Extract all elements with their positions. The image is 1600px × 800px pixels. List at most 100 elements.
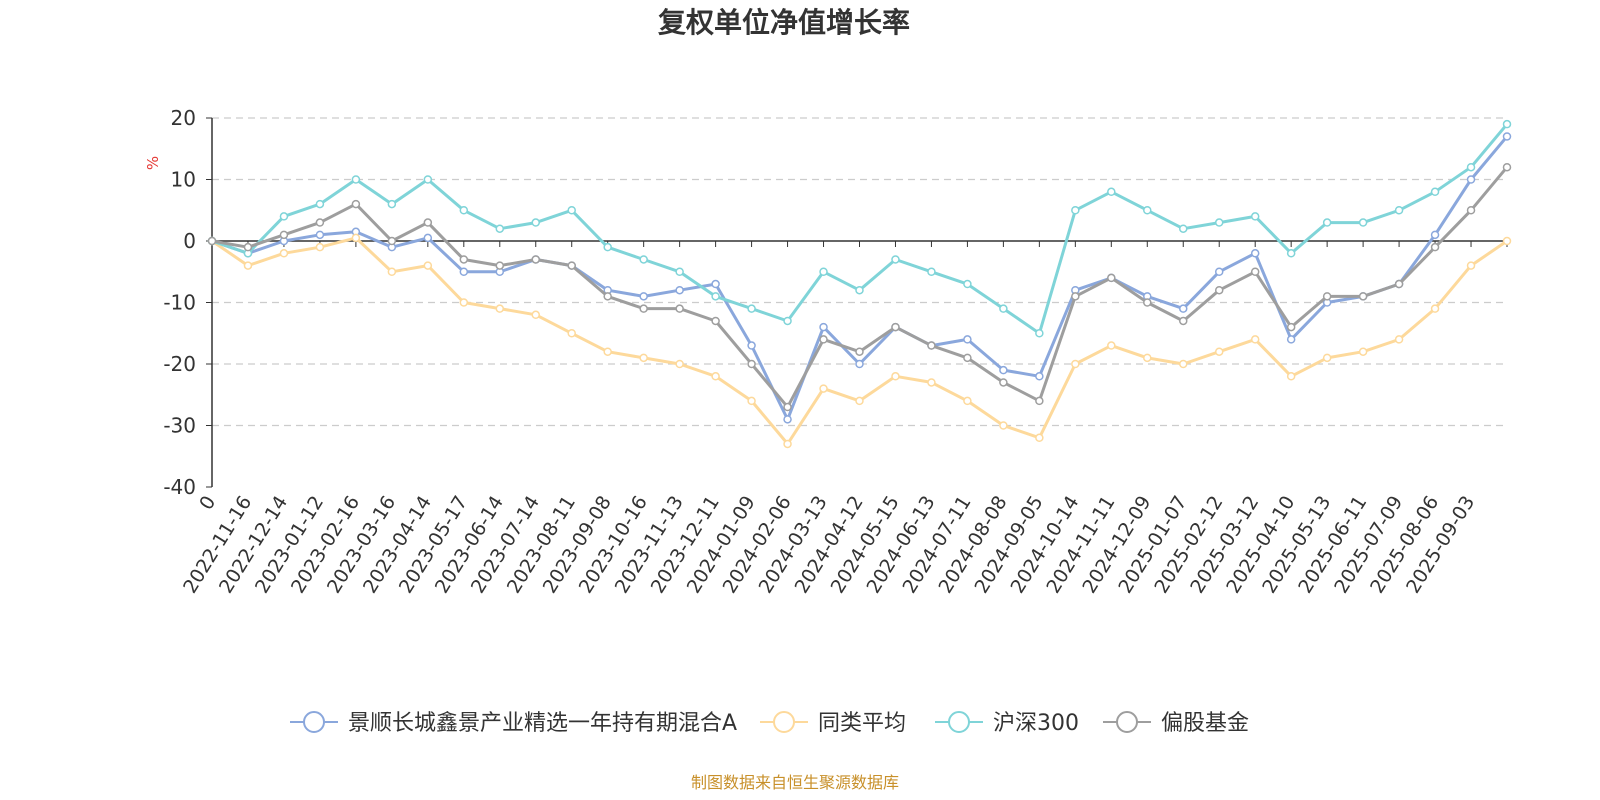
legend-marker-icon [303, 711, 325, 733]
grid-lines [212, 117, 1507, 427]
data-point [1286, 335, 1296, 344]
data-point [999, 421, 1008, 430]
data-point [819, 267, 828, 276]
legend-item[interactable]: 同类平均 [760, 711, 906, 736]
data-point [675, 304, 684, 313]
data-point [891, 255, 900, 264]
data-point [855, 396, 864, 406]
data-point [1430, 242, 1440, 252]
data-point [1394, 335, 1404, 344]
data-point [891, 322, 900, 332]
data-point [963, 396, 972, 406]
series-2 [207, 119, 1512, 338]
data-point [711, 292, 720, 301]
data-point [963, 335, 972, 344]
data-point [999, 365, 1008, 375]
data-point [1466, 206, 1476, 215]
data-point [603, 292, 612, 301]
data-point [1107, 187, 1116, 197]
data-point [1394, 279, 1404, 289]
y-tick-label: -20 [163, 352, 196, 376]
data-point [567, 206, 576, 215]
data-point [459, 267, 469, 276]
data-point [1179, 304, 1188, 313]
data-point [999, 304, 1008, 313]
data-point [279, 212, 289, 221]
data-point [423, 233, 433, 243]
data-point [1358, 218, 1368, 227]
data-point [1179, 316, 1188, 326]
legend-item[interactable]: 沪深300 [935, 711, 1079, 736]
series-lines [207, 119, 1512, 449]
legend-item[interactable]: 景顺长城鑫景产业精选一年持有期混合A [290, 711, 737, 736]
data-point [315, 242, 325, 252]
y-axis-ticks: 20 10 0 -10 -20 -30 -40 [163, 106, 212, 499]
data-point [1502, 132, 1512, 141]
data-point [567, 261, 576, 270]
data-point [315, 218, 325, 227]
data-point [639, 255, 648, 264]
legend-label: 景顺长城鑫景产业精选一年持有期混合A [348, 711, 737, 736]
data-point [675, 359, 684, 369]
x-axis-ticks: 02022-11-162022-12-142023-01-122023-02-1… [179, 241, 1508, 597]
data-point [1107, 273, 1116, 283]
data-point [927, 267, 936, 276]
data-point [747, 396, 756, 406]
data-point [1286, 372, 1296, 381]
data-point [855, 285, 864, 295]
data-point [819, 335, 828, 344]
data-point [207, 236, 217, 246]
series-0 [207, 132, 1512, 424]
data-point [387, 199, 397, 209]
data-point [1502, 119, 1512, 129]
data-point [531, 310, 540, 320]
data-point [1286, 322, 1296, 332]
data-point [1071, 292, 1080, 301]
data-point [711, 316, 720, 326]
data-point [675, 285, 684, 295]
data-point [423, 261, 433, 270]
data-point [639, 353, 648, 363]
data-point [1430, 304, 1440, 313]
data-point [1502, 236, 1512, 246]
data-point [243, 261, 253, 270]
data-point [1322, 353, 1332, 363]
data-point [747, 304, 756, 313]
data-point [675, 267, 684, 276]
data-point [963, 279, 972, 289]
legend-item[interactable]: 偏股基金 [1103, 711, 1249, 736]
data-point [351, 175, 361, 184]
data-point [1358, 292, 1368, 301]
source-note: 制图数据来自恒生聚源数据库 [691, 773, 899, 792]
data-point [1071, 206, 1080, 215]
data-point [495, 224, 505, 233]
legend: 景顺长城鑫景产业精选一年持有期混合A 同类平均 沪深300 偏股基金 [290, 711, 1249, 736]
legend-marker-icon [948, 711, 970, 733]
series-3 [207, 162, 1512, 412]
data-point [1250, 212, 1260, 221]
legend-marker-icon [773, 711, 795, 733]
data-point [1250, 335, 1260, 344]
data-point [927, 378, 936, 387]
data-point [891, 372, 900, 381]
data-point [999, 378, 1008, 387]
data-point [963, 353, 972, 363]
data-point [495, 304, 505, 313]
data-point [459, 255, 469, 264]
data-point [1071, 359, 1080, 369]
data-point [1466, 162, 1476, 172]
y-tick-label: -30 [163, 414, 196, 438]
data-point [1035, 396, 1044, 406]
data-point [1179, 224, 1188, 233]
legend-label: 偏股基金 [1161, 711, 1249, 736]
data-point [531, 255, 540, 264]
data-point [1466, 175, 1476, 184]
data-point [711, 372, 720, 381]
data-point [1214, 347, 1224, 356]
chart-title: 复权单位净值增长率 [658, 6, 910, 39]
data-point [1143, 298, 1152, 307]
y-tick-label: 0 [183, 229, 196, 253]
y-unit-label: % [144, 156, 162, 170]
y-tick-label: -40 [163, 475, 196, 499]
